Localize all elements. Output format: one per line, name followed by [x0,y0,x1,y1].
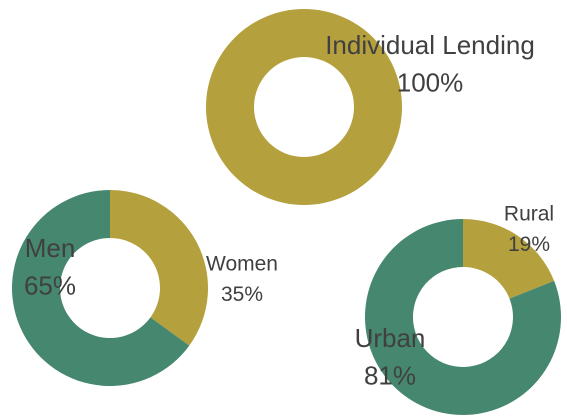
donut-slice [463,219,555,299]
donut-slice [110,190,208,346]
slice-label: Individual Lending [325,30,535,60]
slice-label: Women [206,253,278,276]
slice-value: 81% [364,361,416,391]
donut-slice [364,219,561,415]
donut-slice [206,9,402,205]
slice-label: Rural [504,203,554,226]
slice-value: 19% [508,233,550,256]
slice-value: 100% [397,68,464,98]
slice-value: 65% [24,271,76,301]
donut-slice [11,190,190,387]
slice-label: Urban [355,323,426,353]
slice-value: 35% [221,283,263,306]
slice-label: Men [25,233,76,263]
